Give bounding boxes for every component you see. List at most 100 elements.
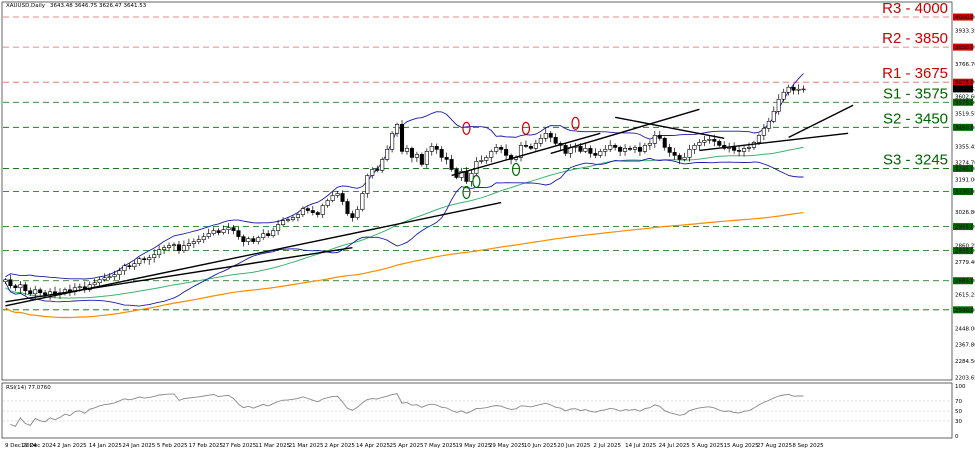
price-tag: [953, 98, 973, 106]
trendline-1: [5, 246, 353, 303]
candle-body: [256, 237, 261, 242]
candle-body: [677, 155, 682, 160]
price-tag: [953, 247, 973, 255]
candle-body: [23, 284, 28, 292]
candle-body: [310, 210, 315, 213]
candle-body: [464, 171, 469, 182]
candle-body: [325, 200, 330, 206]
date-tick-label: 27 Aug 2025: [757, 443, 793, 449]
candle-body: [717, 141, 722, 146]
candle-body: [459, 171, 464, 178]
candle-body: [608, 145, 613, 150]
candle-body: [142, 258, 147, 260]
candle-body: [791, 86, 796, 91]
price-tick-label: 2540.00: [955, 308, 975, 314]
candle-body: [226, 227, 231, 230]
date-tick-label: 8 Sep 2025: [792, 443, 824, 449]
candle-body: [657, 135, 662, 139]
candle-body: [667, 147, 672, 153]
rsi-panel: 100 70 50 30 0: [3, 384, 966, 440]
candle-body: [201, 236, 206, 240]
candle-body: [3, 279, 8, 283]
price-tag: [953, 188, 973, 196]
candle-body: [33, 289, 38, 295]
price-tag: [953, 277, 973, 285]
date-tick-label: 15 Aug 2025: [723, 443, 759, 449]
candle-body: [603, 149, 608, 152]
date-tick-label: 7 May 2025: [424, 443, 457, 449]
moving-averages: [5, 73, 804, 319]
date-tick-label: 20 Jun 2025: [557, 443, 591, 449]
rsi-plot-frame: [1, 382, 953, 439]
candle-body: [152, 254, 157, 258]
candle-body: [162, 247, 167, 250]
marker-5: [511, 162, 521, 177]
price-tag: [953, 78, 973, 86]
candle-body: [494, 147, 499, 152]
date-tick-label: 19 Dec 2024: [21, 443, 57, 449]
date-tick-label: 5 Feb 2025: [157, 443, 188, 449]
candle-body: [186, 243, 191, 246]
candle-body: [737, 150, 742, 152]
candlesticks: [3, 84, 806, 300]
candle-body: [221, 229, 226, 233]
date-tick-label: 24 Jan 2025: [122, 443, 155, 449]
candle-body: [360, 193, 365, 210]
price-axis: 4000.00 3933.35 3850.00 3766.70 3675.003641.…: [953, 13, 975, 381]
candle-body: [632, 147, 638, 150]
price-tick-label: 4000.00: [955, 15, 975, 21]
price-tick-label: 2203.65: [955, 375, 975, 381]
trendline-3: [550, 108, 700, 155]
candle-body: [216, 230, 221, 233]
candle-body: [707, 139, 712, 141]
price-tick-label: 2779.40: [955, 260, 975, 266]
candle-body: [241, 236, 246, 242]
price-tick-label: 3274.70: [955, 160, 975, 166]
candle-body: [553, 137, 558, 144]
candle-body: [419, 154, 424, 165]
candle-body: [157, 249, 162, 255]
trendline-5: [699, 132, 849, 152]
date-tick-label: 2 Jan 2025: [57, 443, 87, 449]
date-tick-label: 21 Mar 2025: [289, 443, 324, 449]
candle-body: [330, 195, 335, 201]
bollinger-lower: [5, 157, 804, 307]
candle-body: [320, 205, 325, 215]
date-tick-label: 17 Feb 2025: [189, 443, 224, 449]
candle-body: [375, 169, 380, 171]
pattern-markers: [462, 116, 580, 200]
candle-body: [246, 238, 251, 242]
price-tag: [953, 223, 973, 231]
candle-body: [211, 230, 216, 234]
date-tick-label: 25 Apr 2025: [389, 443, 424, 449]
rsi-label: RSI(14) 77.0760: [6, 385, 51, 391]
candle-body: [181, 245, 186, 251]
candle-body: [365, 175, 370, 194]
candle-body: [261, 233, 266, 238]
candle-body: [548, 133, 553, 138]
candle-body: [399, 124, 405, 152]
rsi-tick-label: 100: [955, 384, 966, 390]
candle-body: [528, 146, 533, 149]
candle-body: [627, 148, 633, 150]
candle-body: [771, 110, 776, 122]
price-tick-label: 3602.60: [955, 95, 975, 101]
candle-body: [295, 214, 300, 218]
candle-body: [206, 233, 211, 237]
candle-body: [424, 151, 429, 165]
candle-body: [385, 149, 390, 160]
price-tick-label: 3026.80: [955, 210, 975, 216]
date-tick-label: 2 Jul 2025: [593, 443, 621, 449]
candle-body: [117, 270, 122, 276]
date-tick-label: 27 Feb 2025: [222, 443, 257, 449]
candle-body: [271, 230, 276, 236]
date-tick-label: 24 Jul 2025: [659, 443, 691, 449]
rsi-tick-label: 70: [955, 399, 962, 405]
candle-body: [132, 263, 137, 268]
candle-body: [786, 86, 791, 93]
level-labels: R3 - 4000 R2 - 3850 R1 - 3675 S1 - 3575 S2 -…: [882, 0, 948, 168]
candle-body: [137, 258, 142, 264]
candle-body: [404, 148, 410, 152]
